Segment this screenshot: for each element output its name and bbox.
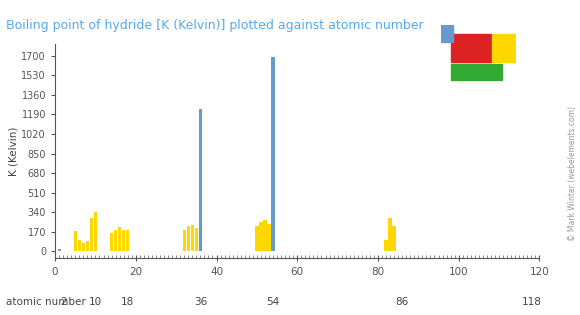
Bar (492, 34, 516, 62)
Bar (110, 233, 113, 251)
Bar (126, 230, 129, 251)
Bar (114, 230, 117, 251)
Bar (57, 249, 61, 251)
Bar (255, 226, 259, 251)
Bar (118, 227, 121, 251)
Text: 10: 10 (89, 297, 102, 307)
Bar (393, 226, 396, 251)
Bar (122, 230, 125, 251)
Text: 2: 2 (60, 297, 67, 307)
Bar (195, 228, 198, 251)
Bar (451, 34, 492, 62)
Bar (183, 230, 186, 251)
Y-axis label: K (Kelvin): K (Kelvin) (9, 127, 19, 176)
Text: 86: 86 (396, 297, 409, 307)
Bar (451, 64, 502, 80)
Bar (259, 222, 263, 251)
Bar (271, 57, 275, 251)
Text: 54: 54 (266, 297, 280, 307)
Text: © Mark Winter (webelements.com): © Mark Winter (webelements.com) (568, 106, 577, 241)
Bar (78, 240, 81, 251)
Bar (82, 243, 85, 251)
Bar (267, 224, 271, 251)
Bar (263, 220, 267, 251)
Bar (74, 231, 77, 251)
Text: 36: 36 (194, 297, 207, 307)
Bar (389, 218, 392, 251)
Bar (191, 225, 194, 251)
Text: 118: 118 (521, 297, 541, 307)
Text: 18: 18 (121, 297, 135, 307)
Text: Boiling point of hydride [K (Kelvin)] plotted against atomic number: Boiling point of hydride [K (Kelvin)] pl… (6, 19, 423, 32)
Bar (187, 226, 190, 251)
Text: atomic number: atomic number (6, 297, 86, 307)
Bar (385, 240, 387, 251)
Bar (90, 218, 93, 251)
Bar (199, 109, 202, 251)
Bar (441, 25, 453, 43)
Bar (94, 212, 97, 251)
Bar (86, 241, 89, 251)
